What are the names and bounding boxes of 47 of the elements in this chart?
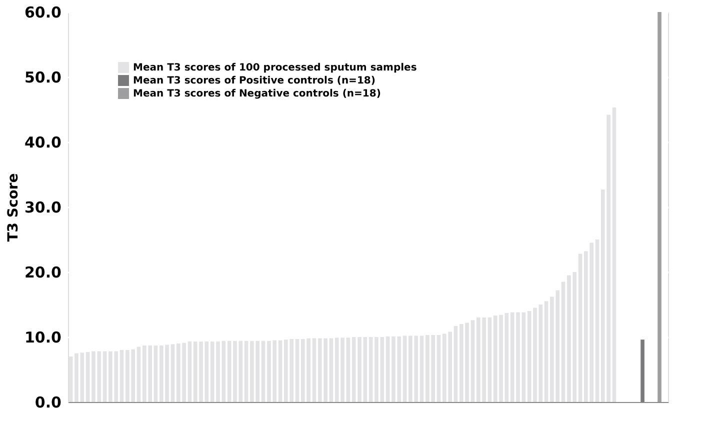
- bar: [244, 340, 248, 402]
- bar: [561, 282, 566, 402]
- bar: [170, 344, 175, 402]
- bar: [154, 345, 158, 402]
- bar: [470, 320, 475, 402]
- bar: [295, 338, 300, 402]
- bar: [329, 338, 334, 402]
- bar: [612, 108, 616, 402]
- legend-label: Mean T3 scores of Positive controls (n=18): [133, 76, 376, 86]
- bar: [488, 318, 492, 402]
- bar: [402, 336, 407, 402]
- bar: [312, 338, 316, 402]
- bar: [222, 340, 226, 402]
- y-tick-label: 60.0: [24, 4, 62, 22]
- y-tick-label: 10.0: [24, 328, 62, 346]
- bar: [278, 340, 282, 402]
- y-tick-label: 30.0: [24, 198, 62, 216]
- y-tick-label: 50.0: [24, 68, 62, 86]
- bar: [658, 12, 662, 402]
- y-tick-label: 0.0: [34, 394, 62, 412]
- bar: [578, 254, 582, 402]
- y-axis-title: T3 Score: [5, 173, 22, 242]
- bar: [386, 336, 390, 402]
- bar: [346, 338, 350, 402]
- bar: [504, 312, 509, 402]
- bar: [363, 337, 368, 402]
- y-tick-label: 20.0: [24, 264, 62, 282]
- bar: [188, 342, 192, 402]
- bar: [420, 336, 424, 402]
- bar: [544, 301, 548, 402]
- bar: [368, 337, 373, 402]
- bar: [527, 311, 532, 402]
- bar: [595, 240, 600, 402]
- bar: [120, 350, 124, 402]
- bar: [261, 340, 266, 402]
- bar: [454, 326, 458, 402]
- legend-label: Mean T3 scores of 100 processed sputum samples: [133, 62, 417, 74]
- bar: [522, 312, 526, 402]
- bar: [136, 346, 141, 402]
- bar: [102, 351, 107, 402]
- bar: [640, 340, 644, 402]
- bar: [227, 340, 232, 402]
- y-tick-label: 40.0: [24, 134, 62, 152]
- bar: [436, 335, 441, 402]
- bar: [204, 342, 209, 402]
- legend-label: Mean T3 scores of Negative controls (n=18): [133, 88, 381, 100]
- bar: [86, 352, 90, 402]
